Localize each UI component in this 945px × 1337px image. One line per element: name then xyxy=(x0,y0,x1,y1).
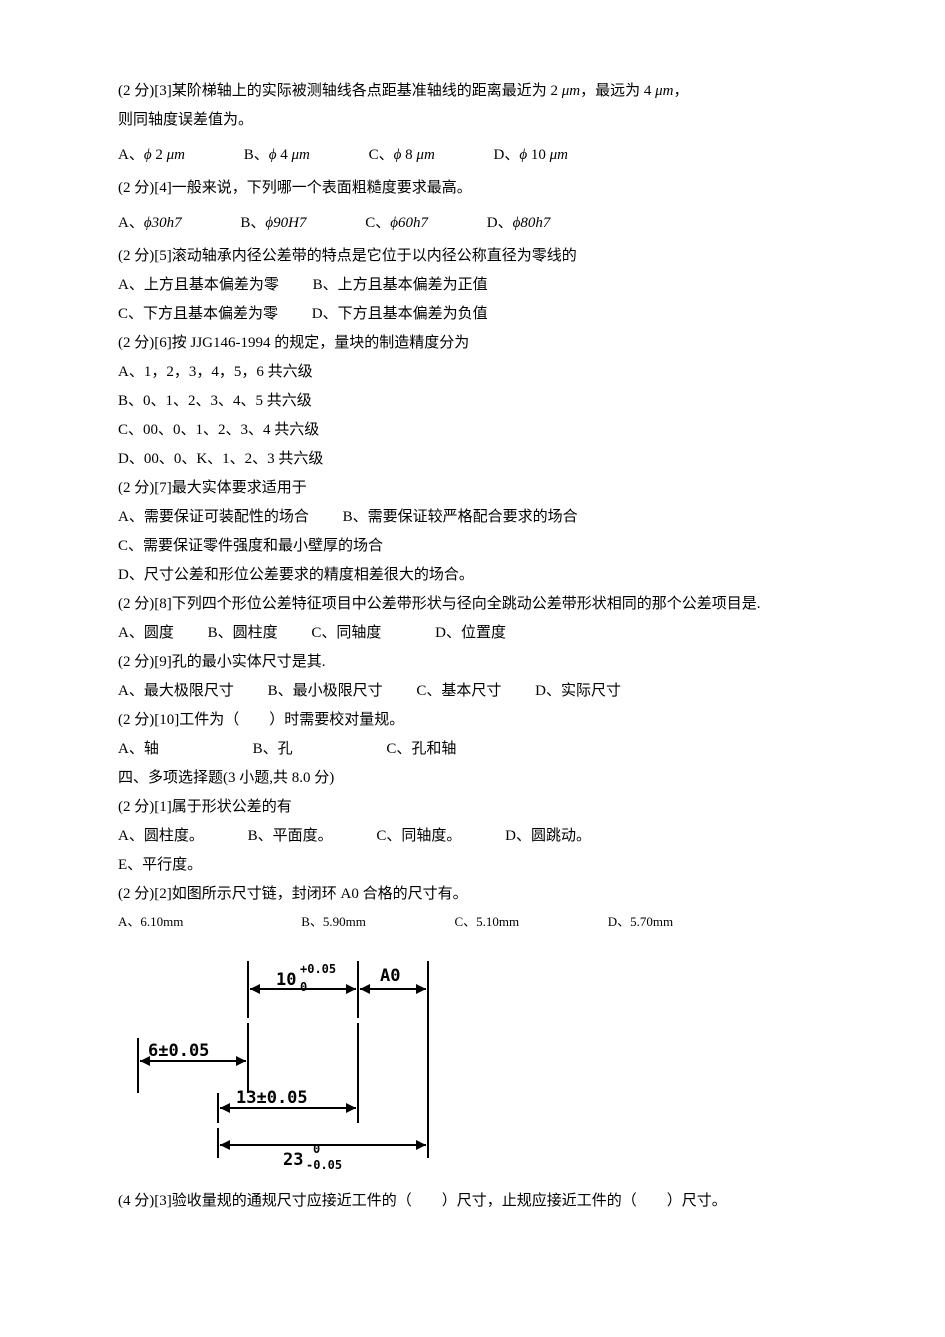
q6-opt-c[interactable]: C、00、0、1、2、3、4 共六级 xyxy=(118,417,827,444)
q3-line1: (2 分)[3]某阶梯轴上的实际被测轴线各点距基准轴线的距离最近为 2 μm，最… xyxy=(118,78,827,105)
dim13: 13±0.05 xyxy=(236,1088,308,1108)
q5-prompt: (2 分)[5]滚动轴承内径公差带的特点是它位于以内径公称直径为零线的 xyxy=(118,243,827,270)
q5-opt-b[interactable]: B、上方且基本偏差为正值 xyxy=(313,272,488,299)
q10-prompt: (2 分)[10]工件为（ ）时需要校对量规。 xyxy=(118,707,827,734)
mq1-opt-e[interactable]: E、平行度。 xyxy=(118,852,827,879)
q3-mid: ，最远为 4 xyxy=(580,83,655,99)
q3-opt-c[interactable]: C、ϕ 8 μm xyxy=(369,142,435,169)
q9-prompt: (2 分)[9]孔的最小实体尺寸是其. xyxy=(118,649,827,676)
section4-heading: 四、多项选择题(3 小题,共 8.0 分) xyxy=(118,765,827,792)
mq1-opt-d[interactable]: D、圆跳动。 xyxy=(505,823,591,850)
mq2-opt-d[interactable]: D、5.70mm xyxy=(608,914,673,929)
q3-opt-b[interactable]: B、ϕ 4 μm xyxy=(244,142,310,169)
q7-opt-a[interactable]: A、需要保证可装配性的场合 xyxy=(118,504,309,531)
q3-opt-a[interactable]: A、ϕ 2 μm xyxy=(118,142,185,169)
q6-opt-d[interactable]: D、00、0、K、1、2、3 共六级 xyxy=(118,446,827,473)
q3-unit2: μm xyxy=(655,83,673,99)
q3-tail: ， xyxy=(674,83,689,99)
mq2-opt-c[interactable]: C、5.10mm xyxy=(455,910,605,933)
q6-opt-a[interactable]: A、1，2，3，4，5，6 共六级 xyxy=(118,359,827,386)
mq1-opt-c[interactable]: C、同轴度。 xyxy=(376,823,461,850)
dim23-lower: -0.05 xyxy=(306,1158,342,1172)
dim10-lower: 0 xyxy=(300,980,307,994)
mq1-prompt: (2 分)[1]属于形状公差的有 xyxy=(118,794,827,821)
mq2-opt-b[interactable]: B、5.90mm xyxy=(301,910,451,933)
mq2-prompt: (2 分)[2]如图所示尺寸链，封闭环 A0 合格的尺寸有。 xyxy=(118,881,827,908)
q7-prompt: (2 分)[7]最大实体要求适用于 xyxy=(118,475,827,502)
diagram-svg: 10 +0.05 0 A0 6±0.05 13±0.05 23 0 -0.05 xyxy=(118,943,438,1173)
dim6: 6±0.05 xyxy=(148,1041,209,1061)
dim23-upper: 0 xyxy=(313,1142,320,1156)
q3-text1: (2 分)[3]某阶梯轴上的实际被测轴线各点距基准轴线的距离最近为 2 xyxy=(118,83,562,99)
q4-opt-c[interactable]: C、ϕ60h7 xyxy=(365,210,428,237)
q4-prompt: (2 分)[4]一般来说，下列哪一个表面粗糙度要求最高。 xyxy=(118,175,827,202)
q3-line2: 则同轴度误差值为。 xyxy=(118,107,827,134)
q10-opt-a[interactable]: A、轴 xyxy=(118,736,159,763)
q5-opt-c[interactable]: C、下方且基本偏差为零 xyxy=(118,301,278,328)
dimension-chain-diagram: 10 +0.05 0 A0 6±0.05 13±0.05 23 0 -0.05 xyxy=(118,943,438,1173)
q10-opt-b[interactable]: B、孔 xyxy=(253,736,293,763)
mq3-prompt: (4 分)[3]验收量规的通规尺寸应接近工件的（ ）尺寸，止规应接近工件的（ ）… xyxy=(118,1188,827,1215)
q6-opt-b[interactable]: B、0、1、2、3、4、5 共六级 xyxy=(118,388,827,415)
dim10-main: 10 xyxy=(276,970,296,990)
dim23-main: 23 xyxy=(283,1150,303,1170)
q8-options: A、圆度 B、圆柱度 C、同轴度 D、位置度 xyxy=(118,620,827,647)
q7-opt-b[interactable]: B、需要保证较严格配合要求的场合 xyxy=(343,504,578,531)
q8-opt-c[interactable]: C、同轴度 xyxy=(311,620,381,647)
dim10-upper: +0.05 xyxy=(300,962,336,976)
q9-opt-c[interactable]: C、基本尺寸 xyxy=(416,678,501,705)
q5-opt-d[interactable]: D、下方且基本偏差为负值 xyxy=(312,301,488,328)
q9-opt-d[interactable]: D、实际尺寸 xyxy=(535,678,621,705)
mq1-row1: A、圆柱度。 B、平面度。 C、同轴度。 D、圆跳动。 xyxy=(118,823,827,850)
q5-row1: A、上方且基本偏差为零 B、上方且基本偏差为正值 xyxy=(118,272,827,299)
q5-row2: C、下方且基本偏差为零 D、下方且基本偏差为负值 xyxy=(118,301,827,328)
q3-opt-d[interactable]: D、ϕ 10 μm xyxy=(494,142,568,169)
q10-options: A、轴 B、孔 C、孔和轴 xyxy=(118,736,827,763)
q7-opt-c[interactable]: C、需要保证零件强度和最小壁厚的场合 xyxy=(118,533,827,560)
q9-opt-b[interactable]: B、最小极限尺寸 xyxy=(268,678,383,705)
q10-opt-c[interactable]: C、孔和轴 xyxy=(386,736,456,763)
q7-row1: A、需要保证可装配性的场合 B、需要保证较严格配合要求的场合 xyxy=(118,504,827,531)
q9-opt-a[interactable]: A、最大极限尺寸 xyxy=(118,678,234,705)
q3-options: A、ϕ 2 μm B、ϕ 4 μm C、ϕ 8 μm D、ϕ 10 μm xyxy=(118,142,827,169)
q8-prompt: (2 分)[8]下列四个形位公差特征项目中公差带形状与径向全跳动公差带形状相同的… xyxy=(118,591,827,618)
mq1-opt-b[interactable]: B、平面度。 xyxy=(248,823,333,850)
q8-opt-b[interactable]: B、圆柱度 xyxy=(208,620,278,647)
mq2-options: A、6.10mm B、5.90mm C、5.10mm D、5.70mm xyxy=(118,910,827,933)
q4-opt-b[interactable]: B、ϕ90H7 xyxy=(240,210,306,237)
q4-opt-a[interactable]: A、ϕ30h7 xyxy=(118,210,182,237)
q6-prompt: (2 分)[6]按 JJG146-1994 的规定，量块的制造精度分为 xyxy=(118,330,827,357)
mq2-opt-a[interactable]: A、6.10mm xyxy=(118,910,298,933)
q8-opt-a[interactable]: A、圆度 xyxy=(118,620,174,647)
q5-opt-a[interactable]: A、上方且基本偏差为零 xyxy=(118,272,279,299)
mq1-opt-a[interactable]: A、圆柱度。 xyxy=(118,823,204,850)
q7-opt-d[interactable]: D、尺寸公差和形位公差要求的精度相差很大的场合。 xyxy=(118,562,827,589)
dim-a0: A0 xyxy=(380,966,400,986)
q8-opt-d[interactable]: D、位置度 xyxy=(435,620,506,647)
q3-unit1: μm xyxy=(562,83,580,99)
q4-options: A、ϕ30h7 B、ϕ90H7 C、ϕ60h7 D、ϕ80h7 xyxy=(118,210,827,237)
q4-opt-d[interactable]: D、ϕ80h7 xyxy=(487,210,551,237)
q9-options: A、最大极限尺寸 B、最小极限尺寸 C、基本尺寸 D、实际尺寸 xyxy=(118,678,827,705)
